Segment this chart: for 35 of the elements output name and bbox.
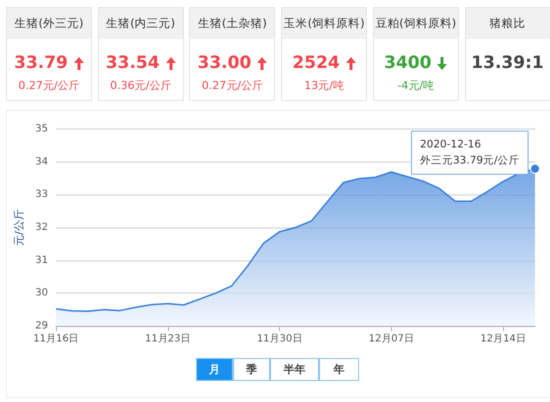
y-tick-label: 35: [35, 124, 48, 134]
y-tick-label: 29: [35, 320, 48, 332]
text: 0.27元/公斤: [17, 78, 81, 93]
text: 月: [196, 358, 233, 381]
text: 13.39:1: [471, 53, 544, 73]
text: 2524: [292, 53, 340, 73]
category-label: 生猪(外三元): [7, 8, 91, 39]
text: 半年: [270, 358, 319, 381]
text: -4元/吨: [396, 78, 436, 93]
text: 33.00: [198, 53, 252, 73]
category-label: 玉米(饲料原料): [282, 8, 366, 39]
text: 13元/吨: [303, 78, 345, 93]
annotation: 2020-12-16 外三元33.79元/公斤: [420, 138, 520, 167]
text: 33.79: [14, 53, 68, 73]
text: 3400: [384, 53, 432, 73]
text: 年: [319, 358, 359, 381]
y-tick-label: 34: [35, 156, 48, 168]
text: 33.54: [106, 53, 160, 73]
y-axis-title: 元/公斤: [12, 209, 26, 246]
text: 0.36元/公斤: [109, 78, 172, 93]
y-tick-label: 31: [35, 254, 48, 266]
x-tick-label: 12月14日: [480, 334, 526, 344]
x-tick-label: 12月07日: [368, 334, 414, 344]
x-tick-label: 11月30日: [256, 334, 302, 344]
y-tick-label: 33: [35, 189, 48, 200]
category-label: 猪粮比: [466, 8, 550, 39]
text: 0.27元/公斤: [200, 78, 264, 93]
x-tick-label: 11月23日: [145, 334, 190, 344]
y-tick-label: 30: [35, 288, 48, 299]
y-tick-label: 32: [35, 222, 48, 233]
category-label: 豆粕(饲料原料): [374, 8, 458, 39]
text: 季: [233, 358, 270, 381]
category-label: 生猪(土杂猪): [190, 8, 274, 39]
category-label: 生猪(内三元): [98, 8, 183, 39]
x-tick-label: 11月16日: [33, 334, 79, 344]
